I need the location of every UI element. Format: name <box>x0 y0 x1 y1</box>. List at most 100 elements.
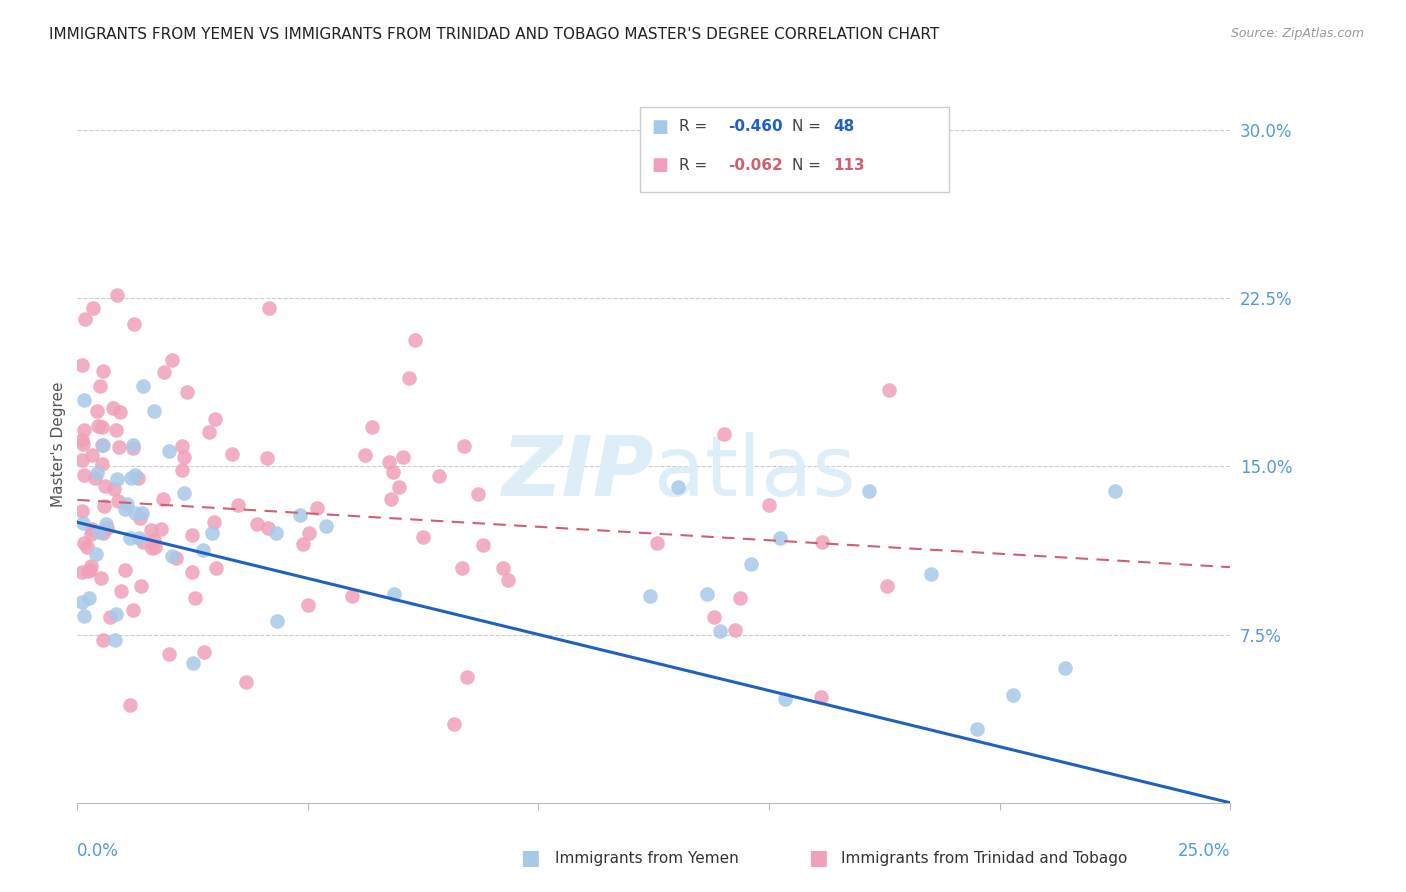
Text: 25.0%: 25.0% <box>1178 842 1230 860</box>
Point <box>758 498 780 512</box>
Point <box>1104 483 1126 498</box>
Point <box>110 405 132 419</box>
Point <box>307 501 329 516</box>
Point <box>876 579 898 593</box>
Point <box>70 504 93 518</box>
Point <box>645 536 668 550</box>
Point <box>266 525 288 540</box>
Text: IMMIGRANTS FROM YEMEN VS IMMIGRANTS FROM TRINIDAD AND TOBAGO MASTER'S DEGREE COR: IMMIGRANTS FROM YEMEN VS IMMIGRANTS FROM… <box>49 27 939 42</box>
Point <box>89 378 111 392</box>
Point <box>380 492 402 507</box>
Point <box>91 363 114 377</box>
Point <box>728 591 751 606</box>
Point <box>132 534 155 549</box>
Point <box>638 589 661 603</box>
Point <box>94 517 117 532</box>
Point <box>139 523 162 537</box>
Point <box>773 692 796 706</box>
Point <box>132 379 155 393</box>
Point <box>235 675 257 690</box>
Point <box>108 440 131 454</box>
Point <box>315 519 337 533</box>
Point <box>181 657 204 671</box>
Point <box>80 558 103 573</box>
Point <box>91 438 114 452</box>
Point <box>103 482 125 496</box>
Point <box>456 670 478 684</box>
Point <box>398 371 420 385</box>
Point <box>122 438 145 452</box>
Point <box>340 589 363 603</box>
Point <box>810 690 832 705</box>
Point <box>105 288 128 302</box>
Point <box>129 579 152 593</box>
Point <box>82 301 104 315</box>
Point <box>246 517 269 532</box>
Point <box>91 457 114 471</box>
Point <box>72 467 94 482</box>
Point <box>392 450 415 465</box>
Point <box>153 365 176 379</box>
Point <box>256 450 278 465</box>
Point <box>724 623 747 637</box>
Point <box>176 385 198 400</box>
Point <box>157 647 180 661</box>
Point <box>80 523 103 537</box>
Point <box>298 525 321 540</box>
Point <box>73 424 96 438</box>
Point <box>72 437 94 451</box>
Point <box>353 448 375 462</box>
Point <box>450 561 472 575</box>
Point <box>769 532 792 546</box>
Point <box>93 633 115 648</box>
Point <box>84 471 107 485</box>
Point <box>966 722 988 736</box>
Point <box>131 506 153 520</box>
Text: ZIP: ZIP <box>501 432 654 513</box>
Point <box>453 439 475 453</box>
Point <box>472 539 495 553</box>
Text: -0.062: -0.062 <box>728 158 783 172</box>
Point <box>666 480 689 494</box>
Point <box>114 502 136 516</box>
Point <box>165 551 187 566</box>
Point <box>204 412 226 426</box>
Y-axis label: Master's Degree: Master's Degree <box>51 381 66 507</box>
Point <box>110 583 132 598</box>
Point <box>80 526 103 541</box>
Point <box>205 560 228 574</box>
Point <box>257 521 280 535</box>
Point <box>266 614 288 628</box>
Point <box>87 525 110 540</box>
Point <box>181 565 204 579</box>
Point <box>202 515 225 529</box>
Text: ■: ■ <box>808 848 828 868</box>
Point <box>703 610 725 624</box>
Point <box>221 448 243 462</box>
Point <box>1002 689 1025 703</box>
Point <box>226 498 249 512</box>
Point <box>696 586 718 600</box>
Point <box>1053 660 1076 674</box>
Point <box>142 404 165 418</box>
Text: ■: ■ <box>651 118 668 136</box>
Point <box>80 448 103 462</box>
Point <box>127 471 149 485</box>
Point <box>388 480 411 494</box>
Point <box>93 479 115 493</box>
Point <box>201 525 224 540</box>
Point <box>91 437 114 451</box>
Point <box>120 698 142 712</box>
Point <box>76 541 98 555</box>
Text: 113: 113 <box>834 158 865 172</box>
Point <box>86 466 108 480</box>
Point <box>858 484 880 499</box>
Point <box>77 591 100 605</box>
Point <box>160 353 183 368</box>
Point <box>172 439 194 453</box>
Point <box>101 401 124 416</box>
Point <box>124 506 146 520</box>
Point <box>104 632 127 647</box>
Point <box>118 531 141 545</box>
Point <box>152 492 174 507</box>
